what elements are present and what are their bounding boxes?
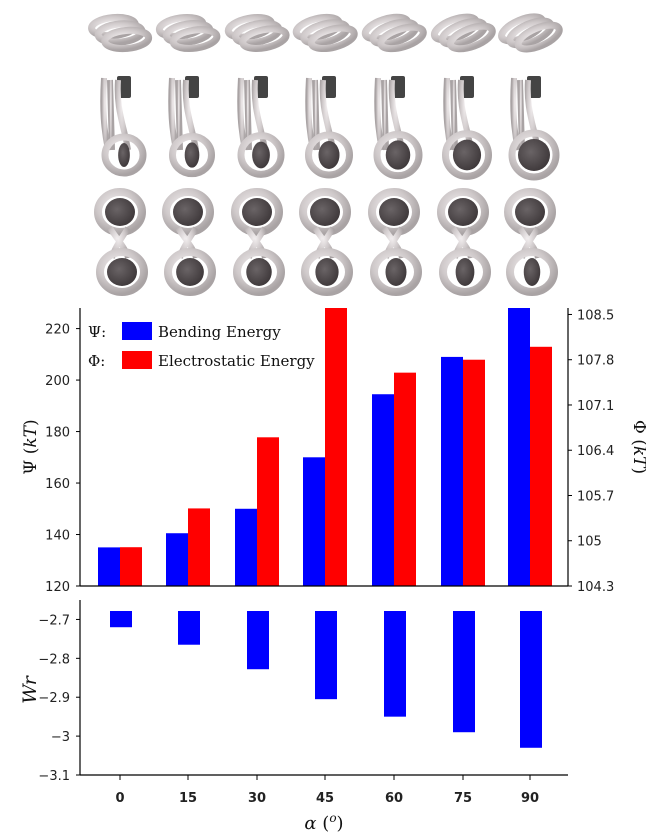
coil-side-view-icon <box>508 76 560 181</box>
coil-top-view-icon <box>88 13 153 53</box>
writhe-bar-60 <box>384 611 406 717</box>
bottom-tick-label: −2.7 <box>38 613 70 628</box>
bottom-tick-label: −3.1 <box>38 769 70 784</box>
x-tick-label-30: 30 <box>248 791 266 806</box>
x-tick-label-75: 75 <box>454 791 472 806</box>
bottom-y-ticks: −2.7 −2.8 −2.9 −3 −3.1 <box>38 613 80 784</box>
x-tick-label-0: 0 <box>115 791 124 806</box>
left-tick-label: 120 <box>45 580 70 595</box>
electrostatic-bar-75 <box>463 359 485 586</box>
writhe-bar-0 <box>110 611 132 628</box>
bottom-tick-label: −3 <box>51 730 70 745</box>
electrostatic-bar-0 <box>120 547 142 586</box>
left-tick-label: 200 <box>45 374 70 389</box>
electrostatic-bar-90 <box>530 346 552 586</box>
legend-label-bending: Bending Energy <box>158 323 281 341</box>
electrostatic-bar-30 <box>257 437 279 586</box>
legend-swatch-electrostatic <box>122 351 152 369</box>
right-tick-label: 104.3 <box>577 580 614 595</box>
bending-bar-15 <box>166 533 188 586</box>
right-tick-label: 105 <box>577 535 602 550</box>
left-y-axis-label: Ψ (kT) <box>21 419 41 474</box>
writhe-chart: −2.7 −2.8 −2.9 −3 −3.1 0 15 30 45 60 75 90 Wr α (o… <box>19 600 568 834</box>
legend-swatch-bending <box>122 322 152 340</box>
model-renderings <box>88 13 563 296</box>
coil-top-view-icon <box>292 13 358 53</box>
coil-front-view-icon <box>368 188 422 296</box>
kt-unit-right: kT <box>629 446 646 469</box>
coil-side-view-icon <box>237 76 285 178</box>
coil-front-view-icon <box>437 188 491 296</box>
writhe-bars <box>110 611 542 748</box>
electrostatic-bar-45 <box>325 308 347 586</box>
coil-front-view-icon <box>231 188 285 296</box>
right-tick-label: 105.7 <box>577 489 614 504</box>
coil-front-view-icon <box>162 188 216 296</box>
psi-symbol: Ψ ( <box>21 448 41 475</box>
bending-bar-90 <box>508 308 530 586</box>
x-tick-label-15: 15 <box>179 791 197 806</box>
x-axis-label: α (o) <box>304 811 343 834</box>
coil-top-view-icon <box>361 13 427 53</box>
energy-chart: 120 140 160 180 200 220 104.3 105 105.7 106.4 107… <box>21 308 646 595</box>
coil-top-view-icon <box>430 13 496 53</box>
kt-unit-left: kT <box>21 424 41 447</box>
x-tick-label-45: 45 <box>316 791 334 806</box>
bottom-tick-label: −2.8 <box>38 652 70 667</box>
bending-bar-0 <box>98 547 120 586</box>
coil-side-view-icon <box>442 76 492 180</box>
coil-top-view-icon <box>498 13 563 53</box>
left-tick-label: 160 <box>45 477 70 492</box>
legend: Ψ: Bending Energy Φ: Electrostatic Energ… <box>88 322 315 370</box>
left-y-ticks: 120 140 160 180 200 220 <box>45 323 80 595</box>
bending-bar-75 <box>441 356 463 586</box>
phi-symbol: Φ ( <box>629 420 646 446</box>
bending-bar-60 <box>372 394 394 586</box>
left-tick-label: 220 <box>45 323 70 338</box>
coil-top-view-icon <box>224 13 290 52</box>
x-tick-label-60: 60 <box>385 791 403 806</box>
writhe-bar-75 <box>453 611 475 733</box>
coil-front-view-icon <box>504 188 558 296</box>
writhe-bar-90 <box>520 611 542 748</box>
writhe-bar-30 <box>247 611 269 670</box>
legend-prefix-electrostatic: Φ: <box>88 352 105 370</box>
bending-bar-30 <box>235 508 257 586</box>
bottom-tick-label: −2.9 <box>38 691 70 706</box>
coil-front-view-icon <box>94 188 148 296</box>
x-ticks: 0 15 30 45 60 75 90 <box>115 775 539 806</box>
x-tick-label-90: 90 <box>521 791 539 806</box>
electrostatic-bar-15 <box>188 508 210 586</box>
left-tick-label: 180 <box>45 426 70 441</box>
legend-prefix-bending: Ψ: <box>88 323 106 341</box>
left-tick-label: 140 <box>45 529 70 544</box>
coil-front-view-icon <box>299 188 353 296</box>
writhe-bar-15 <box>178 611 200 645</box>
bending-bar-45 <box>303 457 325 586</box>
right-y-ticks: 104.3 105 105.7 106.4 107.1 107.8 108.5 <box>568 308 614 595</box>
coil-top-view-icon <box>155 13 221 53</box>
coil-side-view-icon <box>168 76 215 178</box>
right-tick-label: 107.1 <box>577 399 614 414</box>
right-tick-label: 108.5 <box>577 308 614 323</box>
right-tick-label: 107.8 <box>577 354 614 369</box>
writhe-bar-45 <box>315 611 337 700</box>
bottom-y-axis-label: Wr <box>19 674 41 704</box>
energy-bars <box>98 308 552 586</box>
legend-label-electrostatic: Electrostatic Energy <box>158 352 315 370</box>
coil-side-view-icon <box>373 76 423 180</box>
electrostatic-bar-60 <box>394 372 416 586</box>
coil-side-view-icon <box>305 76 353 179</box>
right-y-axis-label: Φ (kT) <box>629 420 646 474</box>
coil-side-view-icon <box>100 76 147 177</box>
right-tick-label: 106.4 <box>577 444 614 459</box>
